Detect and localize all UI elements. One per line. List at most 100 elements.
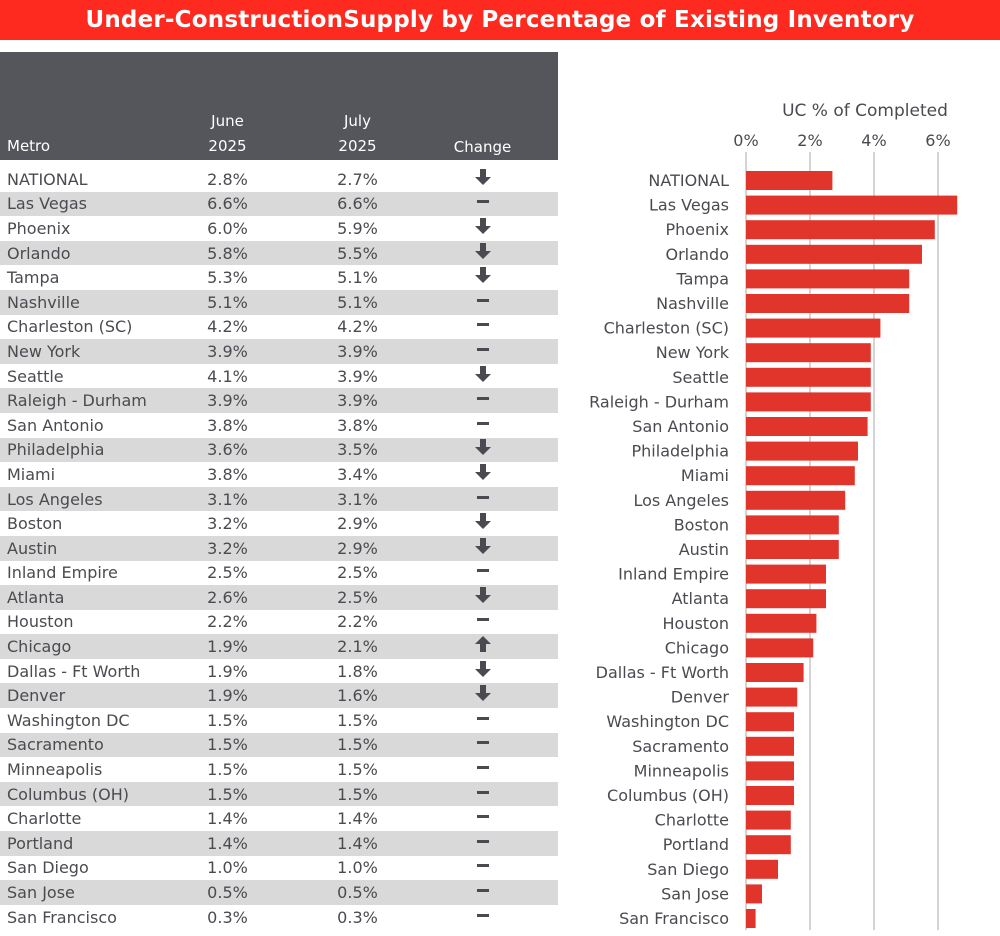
table-row: Denver 1.9% 1.6%: [0, 683, 558, 709]
arrow-down-icon: [455, 168, 510, 191]
arrow-down-icon: [455, 586, 510, 609]
metro-cell: Portland: [7, 833, 74, 853]
bar: [746, 195, 958, 215]
category-label: Minneapolis: [634, 761, 729, 780]
table-row: Austin 3.2% 2.9%: [0, 535, 558, 561]
metro-cell: Washington DC: [7, 710, 130, 730]
july-cell: 1.5%: [337, 760, 378, 780]
bar: [746, 318, 881, 338]
x-tick-label: 6%: [925, 131, 950, 150]
category-label: San Diego: [647, 860, 729, 879]
july-cell: 1.5%: [337, 710, 378, 730]
june-cell: 0.5%: [207, 883, 248, 903]
june-cell: 5.8%: [207, 243, 248, 263]
metro-cell: Dallas - Ft Worth: [7, 661, 141, 681]
bar: [746, 171, 833, 190]
july-cell: 1.4%: [337, 809, 378, 829]
june-cell: 1.9%: [207, 637, 248, 657]
table-row: Las Vegas 6.6% 6.6%: [0, 191, 558, 217]
dash-icon: [455, 734, 510, 755]
category-label: Las Vegas: [649, 196, 729, 215]
metro-cell: San Jose: [7, 883, 75, 903]
july-cell: 2.5%: [337, 587, 378, 607]
arrow-down-icon: [455, 537, 510, 560]
dash-icon: [455, 292, 510, 313]
bar: [746, 638, 814, 658]
june-cell: 3.8%: [207, 464, 248, 484]
table-row: New York 3.9% 3.9%: [0, 339, 558, 364]
july-cell: 1.0%: [337, 858, 378, 878]
bar-chart: UC % of Completed 0% 2% 4% 6% NATIONAL Las Veg…: [589, 101, 958, 930]
bar: [746, 367, 871, 387]
july-cell: 1.4%: [337, 833, 378, 853]
table-row: Charlotte 1.4% 1.4%: [0, 806, 558, 831]
july-cell: 2.9%: [337, 514, 378, 534]
table-row: San Francisco 0.3% 0.3%: [0, 905, 558, 930]
bar: [746, 909, 756, 928]
june-cell: 4.2%: [207, 317, 248, 337]
category-label: Denver: [671, 688, 730, 707]
june-cell: 1.5%: [207, 735, 248, 755]
category-label: Philadelphia: [632, 442, 729, 461]
dash-icon: [455, 907, 510, 928]
table-row: Sacramento 1.5% 1.5%: [0, 732, 558, 758]
table-body: NATIONAL 2.8% 2.7% Las Vegas 6.6% 6.6% Phoenix…: [0, 167, 558, 929]
arrow-down-icon: [455, 438, 510, 461]
metro-cell: Raleigh - Durham: [7, 391, 147, 411]
arrow-down-icon: [455, 660, 510, 683]
july-cell: 1.5%: [337, 735, 378, 755]
july-cell: 5.1%: [337, 268, 378, 288]
category-label: New York: [656, 343, 730, 362]
category-label: Atlanta: [672, 589, 729, 608]
metro-cell: Charlotte: [7, 809, 82, 829]
arrow-down-icon: [455, 684, 510, 707]
dash-icon: [455, 489, 510, 510]
july-cell: 1.5%: [337, 784, 378, 804]
category-label: San Antonio: [632, 417, 729, 436]
table-row: San Diego 1.0% 1.0%: [0, 856, 558, 881]
metro-cell: Charleston (SC): [7, 317, 133, 337]
category-label: Columbus (OH): [607, 786, 729, 805]
june-cell: 5.3%: [207, 268, 248, 288]
table-row: Portland 1.4% 1.4%: [0, 831, 558, 856]
category-label: Orlando: [665, 245, 729, 264]
july-cell: 3.1%: [337, 489, 378, 509]
july-cell: 0.5%: [337, 883, 378, 903]
bar: [746, 540, 839, 559]
metro-cell: Inland Empire: [7, 563, 118, 583]
dash-icon: [455, 341, 510, 362]
bar: [746, 687, 798, 707]
table-row: Houston 2.2% 2.2%: [0, 610, 558, 635]
july-cell: 3.8%: [337, 415, 378, 435]
bar: [746, 564, 826, 584]
dash-icon: [455, 415, 510, 436]
bar: [746, 761, 794, 781]
july-cell: 1.8%: [337, 661, 378, 681]
bar: [746, 244, 922, 264]
metro-cell: Houston: [7, 612, 74, 632]
x-tick-label: 4%: [861, 131, 886, 150]
metro-cell: Las Vegas: [7, 194, 87, 214]
june-cell: 2.8%: [207, 169, 248, 189]
july-cell: 3.9%: [337, 366, 378, 386]
category-label: San Jose: [661, 884, 729, 903]
category-label: Houston: [663, 614, 730, 633]
july-cell: 1.6%: [337, 686, 378, 706]
july-cell: 3.9%: [337, 341, 378, 361]
bar: [746, 441, 858, 461]
table-row: Raleigh - Durham 3.9% 3.9%: [0, 388, 558, 413]
june-cell: 6.6%: [207, 194, 248, 214]
table-row: Dallas - Ft Worth 1.9% 1.8%: [0, 659, 558, 684]
metro-cell: Nashville: [7, 292, 80, 312]
metro-cell: Phoenix: [7, 218, 71, 238]
category-label: Raleigh - Durham: [589, 392, 729, 411]
dash-icon: [455, 611, 510, 632]
category-label: Boston: [674, 515, 729, 534]
bar: [746, 786, 794, 805]
june-cell: 2.2%: [207, 612, 248, 632]
category-label: Nashville: [656, 294, 729, 313]
june-cell: 3.2%: [207, 514, 248, 534]
june-cell: 3.6%: [207, 440, 248, 460]
table-row: Philadelphia 3.6% 3.5%: [0, 437, 558, 463]
arrow-down-icon: [455, 463, 510, 486]
